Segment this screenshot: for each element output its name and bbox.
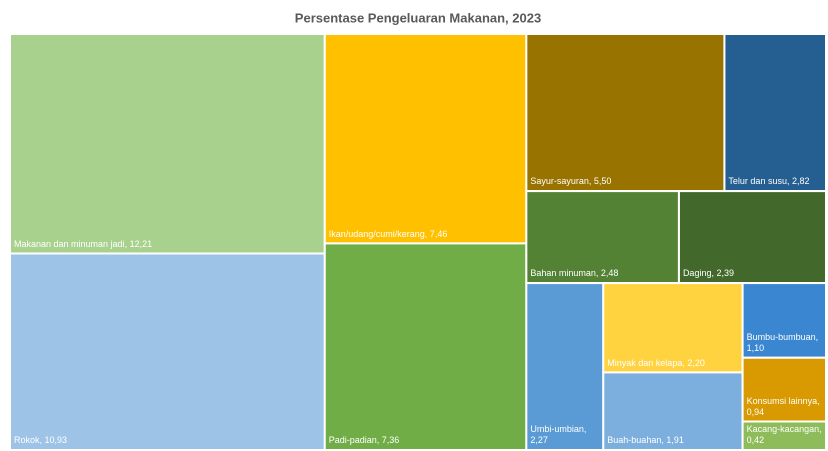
tile-label: Telur dan susu, 2,82	[728, 176, 810, 187]
tile-label-box: Sayur-sayuran, 5,50	[530, 176, 612, 187]
tile-label-box: Minyak dan kelapa, 2,20	[607, 357, 705, 368]
tile-label: Kacang-kacangan, 0,42	[746, 424, 822, 446]
treemap-tile	[525, 282, 605, 451]
tile-label-box: Rokok, 10,93	[14, 435, 68, 446]
tile-label-box: Makanan dan minuman jadi, 12,21	[14, 238, 153, 249]
treemap-tile	[723, 33, 827, 193]
tile-label-box: Padi-padian, 7,36	[328, 435, 400, 446]
treemap-tile	[677, 190, 827, 285]
tile-label-box: Bahan minuman, 2,48	[530, 268, 619, 279]
tile-label: Bahan minuman, 2,48	[530, 268, 619, 279]
tile-label: Buah-buahan, 1,91	[607, 435, 684, 446]
tile-label: Ikan/udang/cumi/kerang, 7,46	[328, 228, 448, 239]
treemap-tile	[741, 282, 827, 359]
tile-label-box: Daging, 2,39	[682, 268, 734, 279]
tile-label-box: Buah-buahan, 1,91	[607, 435, 684, 446]
tile-label-box: Konsumsi lainnya, 0,94	[746, 395, 820, 417]
tile-label-box: Umbi-umbian, 2,27	[530, 424, 587, 446]
treemap-tile	[9, 252, 326, 451]
treemap-tile	[323, 242, 528, 451]
treemap-tile	[525, 33, 726, 193]
tile-label-box: Telur dan susu, 2,82	[728, 176, 810, 187]
tile-label: Minyak dan kelapa, 2,20	[607, 357, 705, 368]
tile-label-box: Bumbu-bumbuan, 1,10	[746, 332, 819, 353]
tile-label: Rokok, 10,93	[14, 435, 68, 446]
treemap-tile	[9, 33, 326, 255]
tile-label: Makanan dan minuman jadi, 12,21	[14, 238, 153, 249]
treemap-tile	[741, 420, 827, 451]
tile-label: Daging, 2,39	[682, 268, 734, 279]
tile-label: Umbi-umbian, 2,27	[530, 424, 587, 446]
tile-label: Padi-padian, 7,36	[328, 435, 400, 446]
chart-title: Persentase Pengeluaran Makanan, 2023	[295, 10, 541, 25]
tile-label-box: Kacang-kacangan, 0,42	[746, 424, 822, 446]
tile-label: Sayur-sayuran, 5,50	[530, 176, 612, 187]
tile-label: Konsumsi lainnya, 0,94	[746, 395, 820, 417]
tile-label-box: Ikan/udang/cumi/kerang, 7,46	[328, 228, 448, 239]
tile-label: Bumbu-bumbuan, 1,10	[746, 332, 819, 353]
treemap-tile	[323, 33, 528, 245]
treemap-tile	[602, 282, 744, 374]
